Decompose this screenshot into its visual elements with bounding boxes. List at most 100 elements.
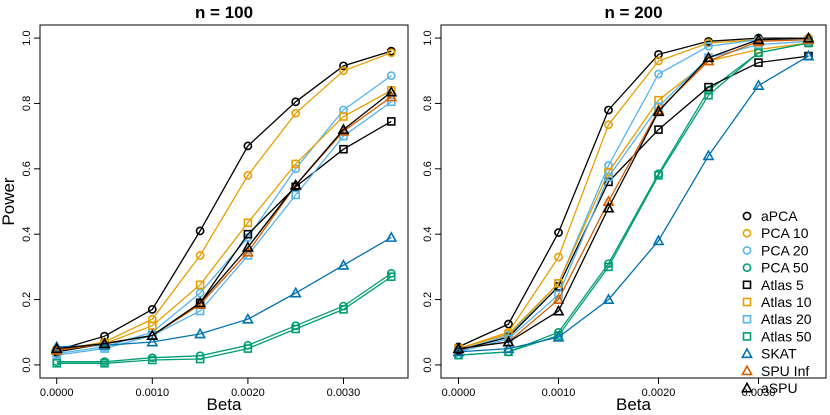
series-pca-50 [454, 38, 813, 360]
legend-item: Atlas 20 [742, 311, 812, 327]
data-point [452, 342, 465, 354]
data-point [337, 123, 350, 135]
chart-title: n = 100 [195, 3, 253, 22]
data-point [291, 190, 300, 200]
data-point [554, 290, 563, 299]
data-point [194, 327, 207, 339]
series-line [458, 55, 809, 351]
data-point [241, 241, 254, 252]
data-point [385, 85, 398, 97]
legend-item: SPU Inf [741, 363, 809, 379]
series-skat [452, 49, 815, 357]
x-tick-label: 0.0020 [642, 387, 676, 399]
data-point [243, 344, 253, 353]
legend-label: Atlas 5 [761, 277, 804, 293]
legend-item: aPCA [742, 208, 798, 224]
data-point [243, 141, 253, 151]
legend-label: aPCA [761, 208, 798, 224]
data-point [289, 178, 302, 190]
data-point [504, 319, 513, 329]
legend-label: PCA 20 [761, 242, 809, 258]
series-line [458, 37, 809, 350]
series-spu-inf [50, 90, 398, 355]
series-line [458, 39, 809, 350]
data-point [339, 66, 348, 76]
panel-1: n = 100 0.0000 0.0010 0.0020 0.0030 Beta 0.0 0.… [0, 3, 409, 414]
series-atlas-5 [52, 117, 396, 357]
series-skat [50, 231, 398, 352]
plot-frame [440, 24, 827, 379]
x-tick-label: 0.0030 [327, 387, 361, 399]
y-tick-label: 0.0 [422, 357, 434, 372]
data-point [754, 58, 763, 67]
y-tick-label: 1.0 [21, 30, 33, 45]
legend-marker [742, 263, 752, 272]
data-point [147, 304, 157, 314]
data-point [602, 293, 615, 305]
legend-label: Atlas 10 [761, 294, 812, 310]
series-atlas-50 [454, 38, 813, 360]
series-line [458, 39, 809, 351]
series-pca-20 [454, 35, 813, 355]
data-point [654, 125, 663, 134]
legend-item: PCA 20 [742, 242, 809, 258]
data-point [291, 108, 301, 118]
series-line [458, 55, 809, 353]
legend-marker [742, 297, 752, 307]
data-point [604, 105, 613, 115]
legend-item: aSPU [741, 380, 798, 396]
data-point [337, 258, 350, 270]
data-point [552, 293, 565, 305]
data-point [654, 56, 663, 66]
data-point [654, 171, 663, 180]
data-point [552, 330, 565, 342]
series-atlas-50 [52, 272, 396, 368]
series-line [458, 42, 809, 356]
data-point [339, 305, 348, 314]
series-atlas-5 [454, 51, 813, 355]
legend-marker [742, 314, 752, 324]
series-line [56, 120, 392, 353]
y-tick-label: 0.0 [21, 357, 33, 372]
data-point [386, 117, 396, 126]
data-point [339, 61, 348, 71]
legend-label: PCA 10 [761, 225, 809, 241]
data-point [98, 337, 111, 349]
x-tick-label: 0.0000 [40, 387, 74, 399]
data-point [148, 355, 157, 365]
data-point [291, 324, 300, 334]
data-point [702, 149, 715, 161]
data-point [195, 280, 205, 290]
y-axis-label: Power [0, 177, 18, 226]
series-aspu [452, 31, 815, 354]
data-point [652, 234, 665, 246]
data-point [386, 48, 396, 58]
data-point [148, 321, 157, 331]
data-point [602, 195, 615, 206]
data-point [52, 358, 62, 368]
legend-item: Atlas 10 [742, 294, 812, 310]
plot-frame [39, 24, 409, 379]
legend-marker [742, 245, 752, 255]
data-point [704, 82, 713, 92]
chart-title: n = 200 [604, 3, 662, 22]
x-axis-label: Beta [616, 395, 652, 414]
data-point [704, 90, 713, 100]
data-point [554, 228, 563, 237]
legend-item: PCA 50 [742, 260, 809, 276]
y-tick-label: 0.2 [422, 292, 434, 307]
y-tick-label: 0.8 [21, 96, 33, 111]
data-point [386, 272, 396, 281]
data-point [752, 79, 765, 90]
x-tick-label: 0.0010 [542, 387, 576, 399]
data-point [604, 172, 613, 182]
data-point [385, 231, 398, 242]
y-tick-label: 0.6 [422, 161, 434, 176]
data-point [704, 41, 713, 51]
series-pca-10 [52, 48, 396, 355]
y-tick-label: 1.0 [422, 30, 434, 45]
y-tick-label: 0.2 [21, 292, 33, 307]
legend-marker [742, 280, 752, 290]
